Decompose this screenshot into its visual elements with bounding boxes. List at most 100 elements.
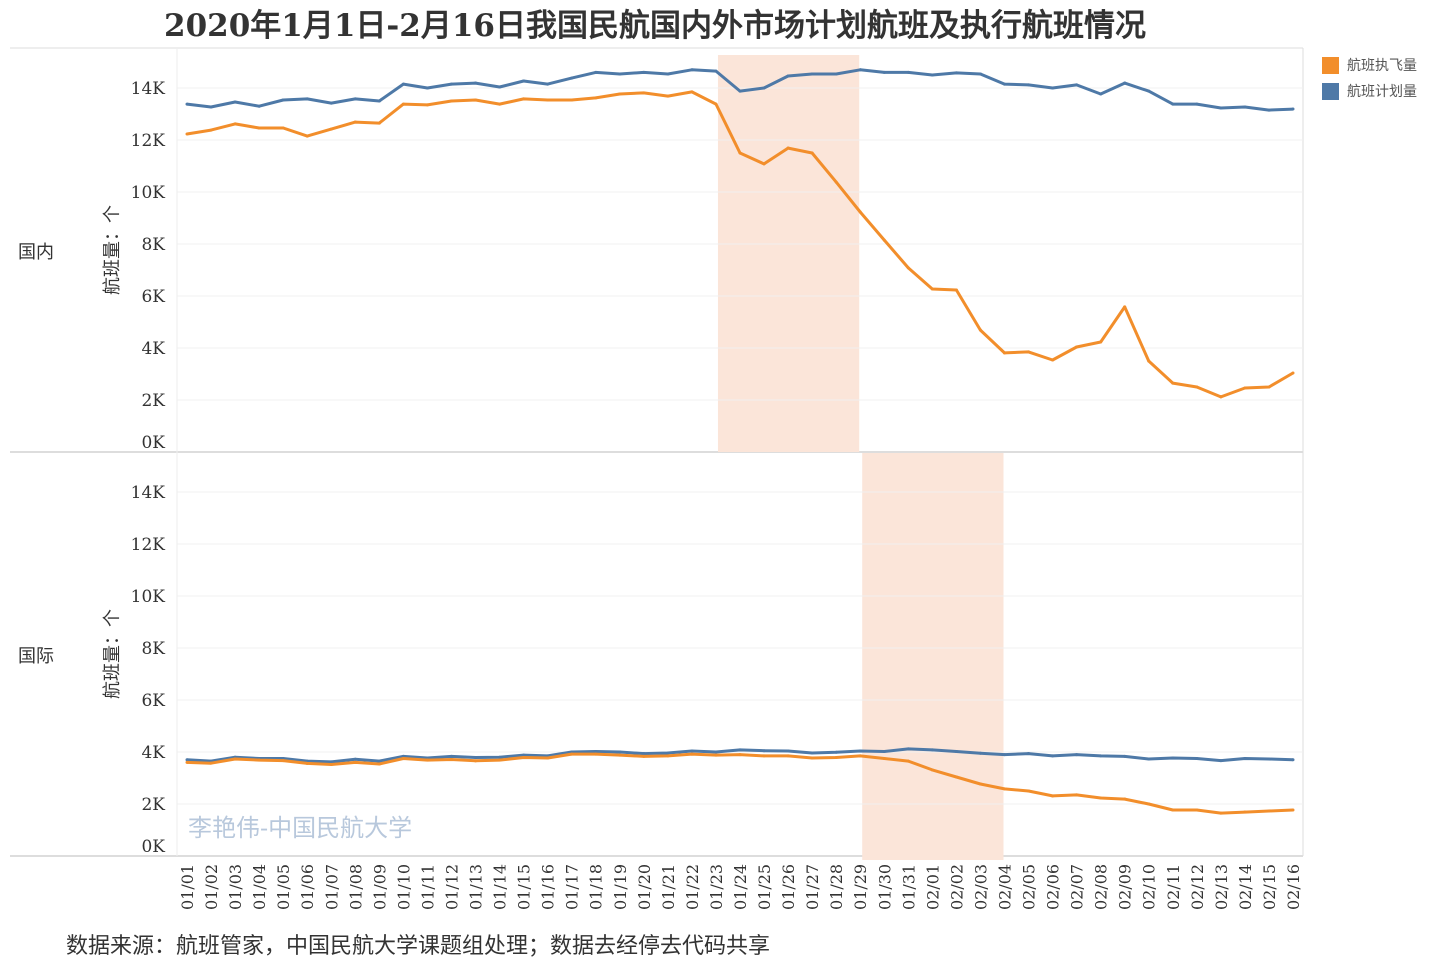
data-point-executed (546, 98, 550, 102)
x-tick-label: 02/10 (1140, 864, 1159, 910)
x-tick-label: 01/03 (226, 864, 245, 910)
data-point-planned (425, 86, 429, 90)
data-point-planned (666, 72, 670, 76)
data-point-planned (1171, 102, 1175, 106)
highlight-band (717, 55, 860, 452)
panel-label: 国内 (18, 242, 54, 263)
y-tick-label: 0K (141, 433, 165, 453)
data-point-planned (906, 747, 910, 751)
data-point-planned (618, 750, 622, 754)
legend-item-planned[interactable]: 航班计划量 (1322, 78, 1417, 104)
data-point-executed (1002, 787, 1006, 791)
data-point-executed (978, 782, 982, 786)
data-point-executed (353, 120, 357, 124)
x-tick-label: 02/11 (1164, 864, 1183, 910)
data-point-executed (449, 758, 453, 762)
y-tick-label: 4K (141, 339, 165, 359)
data-point-executed (858, 754, 862, 758)
x-tick-label: 01/13 (467, 864, 486, 910)
data-point-executed (930, 768, 934, 772)
y-tick-label: 10K (131, 183, 166, 203)
data-point-executed (257, 126, 261, 130)
y-tick-label: 0K (141, 837, 165, 857)
data-point-executed (546, 756, 550, 760)
data-point-executed (498, 102, 502, 106)
y-tick-label: 12K (131, 131, 166, 151)
data-point-executed (1051, 358, 1055, 362)
x-tick-label: 01/28 (827, 864, 846, 910)
data-point-executed (714, 102, 718, 106)
data-point-planned (474, 81, 478, 85)
data-point-executed (1075, 345, 1079, 349)
y-tick-label: 4K (141, 743, 165, 763)
data-point-planned (1195, 757, 1199, 760)
x-tick-label: 02/15 (1260, 864, 1279, 910)
x-tick-label: 01/01 (178, 864, 197, 910)
y-tick-label: 8K (141, 639, 165, 659)
x-tick-label: 02/14 (1236, 864, 1255, 910)
data-point-executed (594, 96, 598, 100)
x-tick-label: 01/30 (875, 864, 894, 910)
data-point-planned (834, 72, 838, 76)
legend-swatch-executed (1322, 56, 1339, 74)
data-point-planned (1051, 86, 1055, 90)
data-point-executed (810, 756, 814, 760)
x-tick-label: 01/05 (274, 864, 293, 910)
data-point-executed (762, 754, 766, 758)
data-point-planned (690, 68, 694, 72)
data-point-planned (930, 748, 934, 752)
legend-item-executed[interactable]: 航班执飞量 (1322, 52, 1417, 78)
x-tick-label: 02/01 (923, 864, 942, 910)
data-point-planned (1195, 102, 1199, 106)
data-point-executed (522, 97, 526, 101)
x-tick-label: 01/17 (563, 864, 582, 910)
data-point-planned (209, 105, 213, 109)
data-point-executed (594, 752, 598, 756)
data-point-planned (666, 751, 670, 755)
data-point-executed (1099, 340, 1103, 344)
data-point-executed (786, 754, 790, 758)
data-point-planned (498, 85, 502, 89)
x-tick-label: 01/29 (851, 864, 870, 910)
data-point-executed (185, 132, 189, 136)
x-tick-label: 02/13 (1212, 864, 1231, 910)
data-point-planned (762, 86, 766, 90)
data-point-planned (594, 749, 598, 753)
data-point-executed (882, 238, 886, 242)
data-point-planned (930, 73, 934, 77)
data-point-planned (786, 749, 790, 753)
data-point-planned (690, 749, 694, 753)
data-point-planned (642, 752, 646, 756)
data-point-executed (233, 757, 237, 761)
data-point-planned (377, 99, 381, 103)
data-point-planned (1099, 92, 1103, 96)
y-axis-label: 航班量：个 (102, 205, 123, 295)
data-point-planned (810, 72, 814, 76)
data-point-executed (1195, 385, 1199, 389)
data-point-executed (209, 128, 213, 132)
data-point-planned (401, 82, 405, 86)
data-point-executed (762, 162, 766, 166)
x-tick-label: 01/14 (491, 864, 510, 910)
data-point-executed (666, 94, 670, 98)
data-point-executed (401, 102, 405, 106)
data-point-planned (1219, 106, 1223, 110)
x-tick-label: 02/09 (1116, 864, 1135, 910)
data-point-executed (1243, 810, 1247, 814)
data-point-executed (522, 755, 526, 759)
data-point-executed (281, 759, 285, 763)
data-point-executed (570, 98, 574, 102)
data-point-executed (1291, 808, 1295, 812)
x-tick-label: 02/06 (1044, 864, 1063, 910)
data-point-planned (642, 70, 646, 74)
data-point-planned (329, 101, 333, 105)
data-point-executed (1243, 386, 1247, 390)
x-tick-label: 01/24 (731, 864, 750, 910)
data-point-planned (594, 70, 598, 74)
data-point-planned (618, 72, 622, 76)
data-point-planned (185, 758, 189, 762)
data-point-planned (858, 749, 862, 753)
data-point-executed (1147, 359, 1151, 363)
legend-swatch-planned (1322, 82, 1339, 100)
data-point-planned (449, 754, 453, 758)
